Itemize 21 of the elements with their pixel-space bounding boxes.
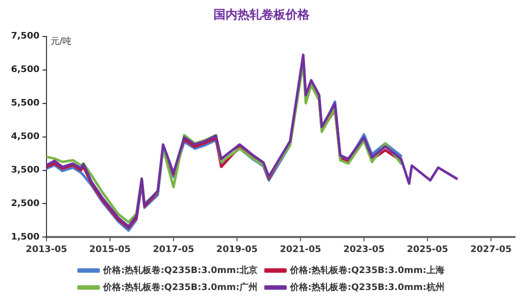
y-tick-label: 4,500 [11, 132, 40, 142]
y-axis-title: 元/吨 [50, 36, 72, 48]
y-tick-label: 3,500 [11, 166, 40, 176]
x-tick-label: 2017-05 [152, 244, 194, 255]
x-tick-label: 2015-05 [89, 244, 131, 255]
x-tick-label: 2025-05 [406, 244, 448, 255]
y-tick-label: 6,500 [11, 65, 40, 76]
y-tick-label: 7,500 [11, 32, 40, 42]
legend-label: 价格:热轧板卷:Q235B:3.0mm:北京 [102, 264, 258, 276]
y-tick-label: 5,500 [11, 98, 40, 109]
legend-label: 价格:热轧板卷:Q235B:3.0mm:杭州 [289, 282, 444, 293]
y-tick-label: 2,500 [11, 199, 40, 210]
chart-title: 国内热轧卷板价格 [214, 7, 310, 22]
x-tick-label: 2021-05 [280, 244, 322, 255]
x-tick-label: 2027-05 [470, 244, 512, 255]
legend-label: 价格:热轧板卷:Q235B:3.0mm:上海 [289, 264, 444, 276]
legend-label: 价格:热轧板卷:Q235B:3.0mm:广州 [102, 282, 258, 293]
x-tick-label: 2013-05 [26, 244, 68, 255]
x-tick-label: 2019-05 [216, 244, 258, 255]
y-tick-label: 1,500 [11, 232, 40, 243]
x-tick-label: 2023-05 [343, 244, 385, 255]
